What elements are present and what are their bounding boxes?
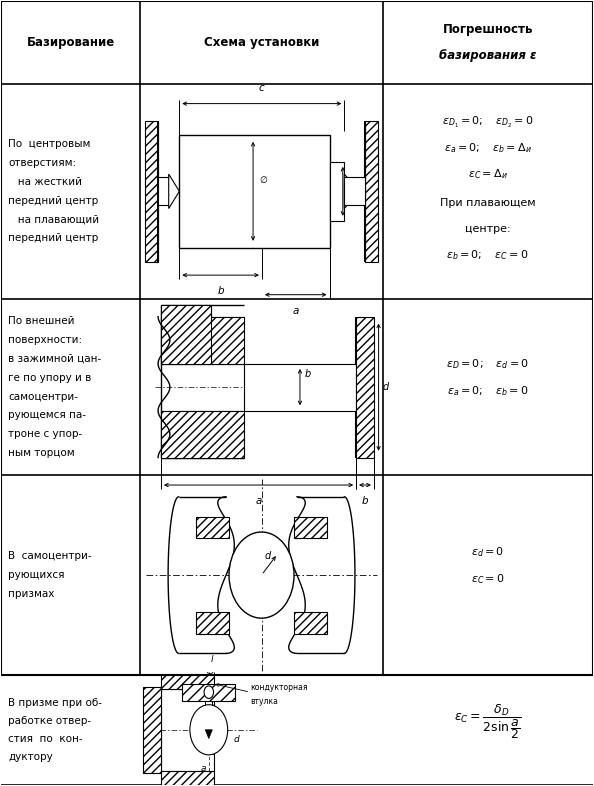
Bar	[161, 305, 211, 364]
Text: d: d	[233, 735, 239, 744]
Text: $\varepsilon_D=0;\quad\varepsilon_d=0$: $\varepsilon_D=0;\quad\varepsilon_d=0$	[446, 357, 529, 370]
Text: b: b	[362, 496, 368, 506]
Polygon shape	[345, 174, 359, 208]
Circle shape	[229, 532, 294, 618]
Text: работке отвер-: работке отвер-	[8, 716, 91, 725]
Bar	[330, 162, 345, 221]
Text: дуктору: дуктору	[8, 751, 53, 762]
Text: $\varepsilon_d=0$: $\varepsilon_d=0$	[471, 545, 504, 559]
Bar	[179, 135, 330, 248]
Text: По  центровым: По центровым	[8, 139, 91, 149]
Text: $\varepsilon_C=0$: $\varepsilon_C=0$	[471, 572, 504, 586]
Text: призмах: призмах	[8, 589, 55, 599]
Text: a: a	[255, 496, 262, 506]
Text: отверстиям:: отверстиям:	[8, 158, 77, 168]
Text: l: l	[210, 655, 213, 664]
Bar	[244, 364, 356, 410]
Text: $\varepsilon_a=0;\quad\varepsilon_b=\Delta_и$: $\varepsilon_a=0;\quad\varepsilon_b=\Del…	[444, 141, 532, 155]
Bar	[145, 121, 158, 262]
Text: ным торцом: ным торцом	[8, 448, 75, 458]
Bar	[161, 317, 244, 364]
Text: a: a	[200, 765, 206, 773]
Bar	[1, 2, 593, 675]
Polygon shape	[206, 729, 212, 739]
Bar	[365, 121, 378, 262]
Bar	[161, 410, 244, 457]
Text: втулка: втулка	[250, 697, 278, 706]
Text: $\varepsilon_C=\Delta_и$: $\varepsilon_C=\Delta_и$	[467, 167, 508, 181]
Polygon shape	[169, 174, 179, 208]
Text: $\varepsilon_b=0;\quad\varepsilon_C=0$: $\varepsilon_b=0;\quad\varepsilon_C=0$	[447, 248, 529, 263]
Bar	[345, 177, 365, 205]
Bar	[182, 684, 235, 701]
Polygon shape	[192, 705, 214, 755]
Text: на плавающий: на плавающий	[8, 215, 100, 225]
Text: базирования ε: базирования ε	[439, 49, 536, 61]
Text: В призме при об-: В призме при об-	[8, 698, 103, 707]
Text: d: d	[382, 382, 388, 392]
Text: $\varepsilon_{D_1}=0;\quad\varepsilon_{D_2}=0$: $\varepsilon_{D_1}=0;\quad\varepsilon_{D…	[442, 115, 533, 130]
Text: При плавающем: При плавающем	[440, 198, 535, 208]
Text: c: c	[259, 83, 265, 93]
Text: рующихся: рующихся	[8, 570, 65, 580]
Bar	[356, 317, 374, 457]
Text: Базирование: Базирование	[27, 36, 115, 49]
Text: $\varepsilon_a=0;\quad\varepsilon_b=0$: $\varepsilon_a=0;\quad\varepsilon_b=0$	[447, 384, 529, 398]
Text: кондукторная: кондукторная	[250, 683, 308, 692]
Text: Схема установки: Схема установки	[204, 36, 319, 49]
Bar	[161, 674, 214, 689]
Text: стия  по  кон-: стия по кон-	[8, 734, 83, 744]
Text: центре:: центре:	[465, 224, 510, 234]
Text: В  самоцентри-: В самоцентри-	[8, 551, 92, 561]
Bar	[161, 771, 214, 785]
Text: По внешней: По внешней	[8, 316, 75, 326]
Circle shape	[190, 705, 228, 755]
Text: троне с упор-: троне с упор-	[8, 429, 83, 439]
Bar	[197, 612, 229, 634]
Text: передний центр: передний центр	[8, 233, 99, 244]
Circle shape	[204, 686, 213, 699]
Text: в зажимной цан-: в зажимной цан-	[8, 354, 102, 364]
Text: передний центр: передний центр	[8, 196, 99, 206]
Text: b: b	[217, 286, 224, 296]
Text: на жесткий: на жесткий	[8, 177, 83, 187]
Bar	[197, 516, 229, 538]
Bar	[143, 687, 161, 773]
Text: самоцентри-: самоцентри-	[8, 391, 78, 402]
Bar	[158, 177, 169, 205]
Text: $\varepsilon_C=\dfrac{\delta_D}{2\sin\dfrac{a}{2}}$: $\varepsilon_C=\dfrac{\delta_D}{2\sin\df…	[454, 703, 522, 741]
Text: ге по упору и в: ге по упору и в	[8, 373, 92, 383]
Text: $d$: $d$	[264, 549, 273, 561]
Text: $\varnothing$: $\varnothing$	[259, 174, 268, 185]
Text: поверхности:: поверхности:	[8, 335, 83, 345]
Text: a: a	[292, 306, 299, 316]
Text: b: b	[305, 369, 311, 380]
Bar	[161, 689, 214, 771]
Text: рующемся па-: рующемся па-	[8, 410, 87, 421]
Text: Погрешность: Погрешность	[443, 24, 533, 36]
Bar	[294, 612, 327, 634]
Bar	[294, 516, 327, 538]
